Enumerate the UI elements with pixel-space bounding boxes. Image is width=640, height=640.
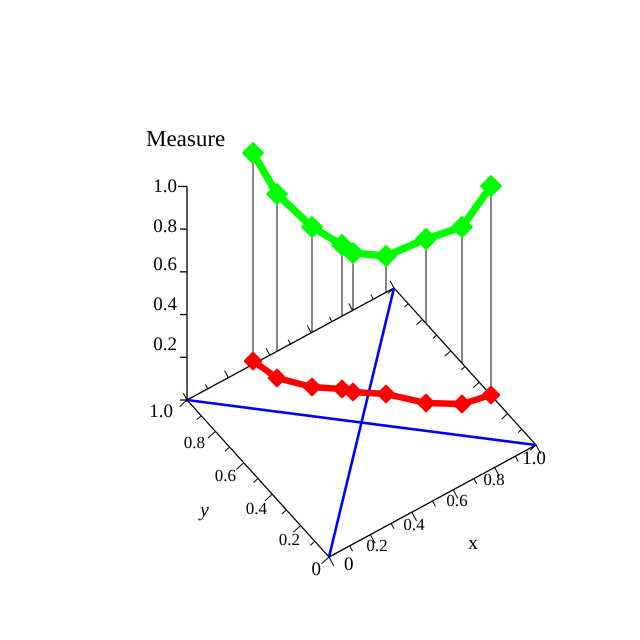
- svg-text:0: 0: [344, 554, 354, 575]
- svg-text:0.6: 0.6: [153, 254, 177, 275]
- svg-text:0.8: 0.8: [483, 470, 504, 489]
- svg-text:x: x: [468, 532, 478, 554]
- svg-text:0.8: 0.8: [153, 216, 177, 237]
- svg-text:1.0: 1.0: [149, 401, 173, 422]
- svg-text:0.6: 0.6: [215, 466, 236, 485]
- svg-text:0.4: 0.4: [153, 294, 177, 315]
- svg-text:0.2: 0.2: [366, 536, 387, 555]
- svg-text:0.4: 0.4: [246, 499, 268, 518]
- svg-text:0.6: 0.6: [446, 491, 467, 510]
- svg-text:1.0: 1.0: [522, 448, 546, 469]
- svg-text:0.4: 0.4: [403, 515, 425, 534]
- svg-text:y: y: [198, 499, 209, 521]
- svg-text:0.2: 0.2: [153, 334, 177, 355]
- svg-text:Measure: Measure: [146, 126, 225, 151]
- svg-text:1.0: 1.0: [153, 176, 177, 197]
- svg-text:0.8: 0.8: [184, 433, 205, 452]
- svg-text:0.2: 0.2: [279, 530, 300, 549]
- svg-text:0: 0: [312, 559, 322, 580]
